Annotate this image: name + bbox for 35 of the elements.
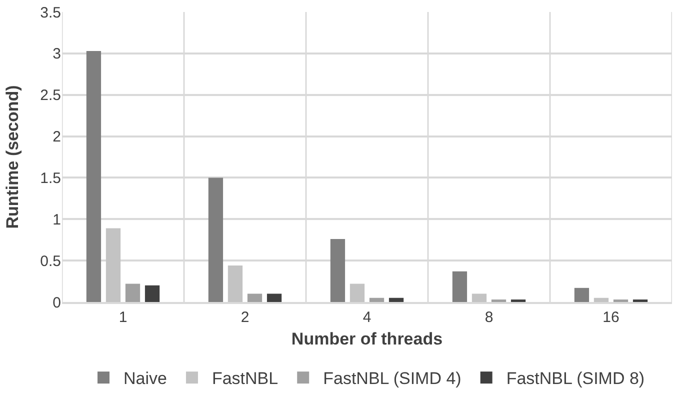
y-tick-label: 3.5	[40, 4, 61, 22]
x-tick-label: 4	[362, 308, 372, 326]
x-axis-title: Number of threads	[291, 330, 443, 349]
legend-label: Naive	[124, 369, 167, 388]
bar	[247, 294, 262, 302]
bar	[369, 298, 384, 302]
bar	[125, 284, 140, 302]
bar	[86, 50, 102, 302]
bar	[266, 294, 282, 302]
bar	[330, 239, 346, 302]
x-tick-label: 16	[602, 308, 620, 326]
bar	[574, 288, 590, 302]
legend-label: FastNBL	[212, 369, 278, 388]
bar	[228, 266, 243, 302]
x-tick-label: 8	[484, 308, 494, 326]
legend-label: FastNBL (SIMD 4)	[323, 369, 462, 388]
bar	[472, 294, 487, 302]
y-tick-label: 0	[52, 294, 61, 312]
x-tick-label: 1	[118, 308, 128, 326]
y-tick-label: 2.5	[40, 87, 61, 104]
y-tick-label: 1	[52, 211, 61, 228]
bar	[350, 284, 365, 302]
bar	[388, 298, 404, 302]
bar	[144, 285, 160, 302]
bar	[452, 271, 468, 302]
x-tick-label: 2	[240, 308, 250, 326]
y-tick-label: 0.5	[40, 252, 61, 270]
y-tick-label: 3	[52, 46, 61, 63]
y-tick-label: 1.5	[40, 170, 61, 187]
y-axis-title: Runtime (second)	[3, 85, 22, 229]
bar	[106, 228, 121, 302]
bar	[594, 298, 609, 302]
legend-label: FastNBL (SIMD 8)	[506, 369, 645, 388]
bar	[208, 178, 224, 302]
y-tick-label: 2	[52, 128, 61, 146]
